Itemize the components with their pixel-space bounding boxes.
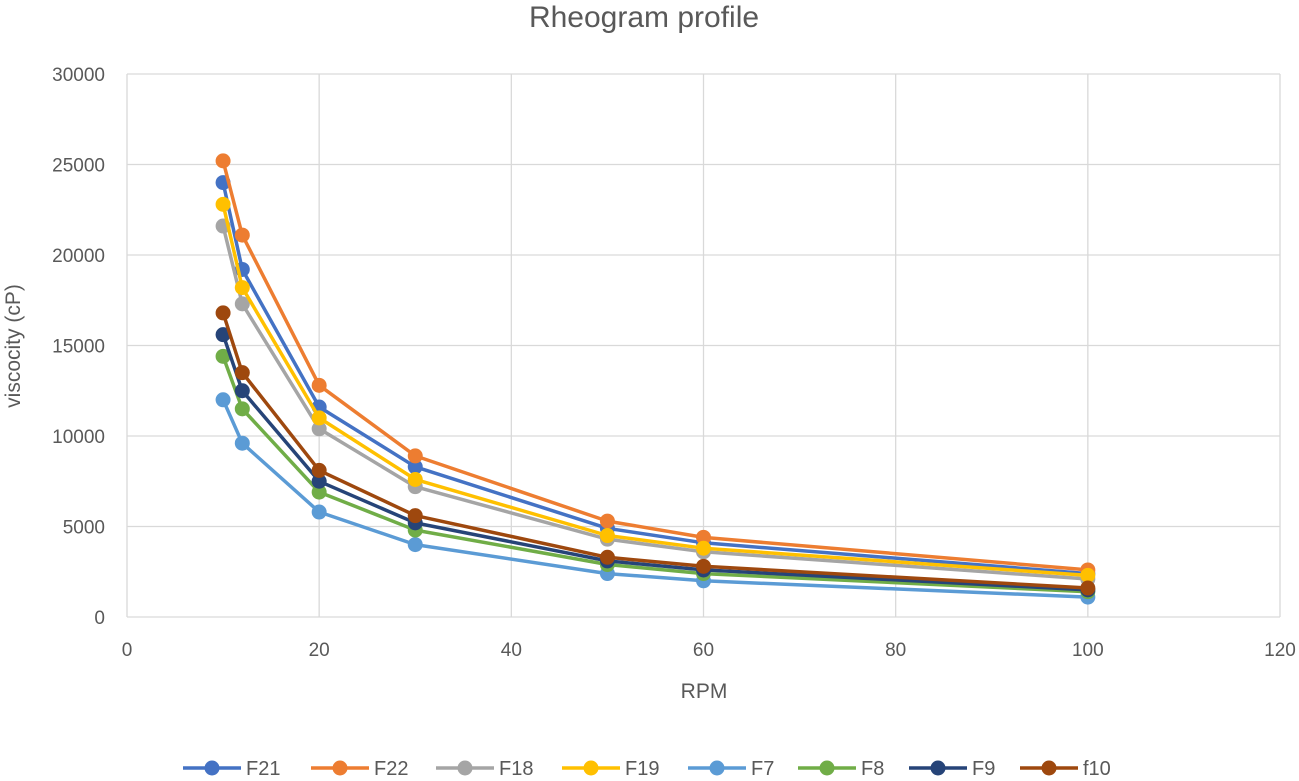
y-axis-label: viscocity (cP) [2, 284, 25, 408]
legend-marker [204, 760, 220, 776]
x-axis-ticks: 0 20 40 60 80 100 120 [122, 640, 1296, 661]
data-point [215, 196, 231, 212]
legend-marker [709, 760, 725, 776]
y-tick-label: 10000 [52, 427, 105, 448]
x-tick-label: 0 [122, 640, 133, 661]
data-point [234, 296, 250, 312]
data-point [599, 513, 615, 529]
legend-label: F7 [751, 758, 774, 776]
series-line [221, 160, 1088, 572]
x-tick-label: 100 [1072, 640, 1104, 661]
legend-item: F8 [798, 758, 884, 780]
series-f9 [215, 327, 1096, 598]
data-point [311, 377, 327, 393]
legend-marker [583, 760, 599, 776]
data-point [215, 392, 231, 408]
legend-item: F7 [688, 758, 774, 780]
series-f18 [215, 218, 1096, 587]
data-point [311, 421, 327, 437]
legend-item: f10 [1020, 758, 1111, 780]
legend-item: F22 [311, 758, 408, 780]
legend-label: F9 [972, 758, 995, 776]
data-point [1080, 567, 1096, 583]
legend-label: F21 [246, 758, 280, 776]
data-point [407, 448, 423, 464]
legend-label: F19 [625, 758, 659, 776]
data-point [311, 410, 327, 426]
legend-label: f10 [1083, 758, 1111, 776]
legend-item: F9 [909, 758, 995, 780]
series-line [221, 203, 1088, 578]
series-f19 [215, 196, 1096, 583]
data-point [215, 153, 231, 169]
data-point [1080, 580, 1096, 596]
series-line [221, 182, 1088, 576]
data-point [696, 540, 711, 556]
data-point [407, 508, 423, 524]
y-tick-label: 5000 [63, 518, 105, 539]
legend-label: F18 [499, 758, 533, 776]
legend-item: F18 [436, 758, 533, 780]
x-tick-label: 60 [693, 640, 714, 661]
data-point [234, 383, 250, 399]
legend: F21 F22 F18 F19 F7 F8 F9 f10 [183, 758, 1111, 780]
x-tick-label: 80 [885, 640, 906, 661]
legend-marker [819, 760, 835, 776]
data-point [234, 435, 250, 451]
x-axis-label: RPM [681, 680, 728, 703]
data-point [311, 504, 327, 520]
data-point [311, 473, 327, 489]
data-point [696, 558, 711, 574]
data-point [599, 549, 615, 565]
legend-marker [457, 760, 473, 776]
y-tick-label: 0 [94, 608, 105, 629]
legend-marker [930, 760, 946, 776]
data-point [407, 459, 423, 475]
y-axis-ticks: 0 5000 10000 15000 20000 25000 30000 [52, 65, 105, 629]
y-tick-label: 30000 [52, 65, 105, 86]
x-tick-label: 40 [501, 640, 522, 661]
data-point [234, 401, 250, 417]
series-f10 [215, 305, 1096, 596]
y-tick-label: 15000 [52, 337, 105, 358]
data-point [215, 327, 231, 343]
legend-marker [1041, 760, 1057, 776]
x-tick-label: 20 [309, 640, 330, 661]
data-point [215, 348, 231, 364]
data-point [215, 305, 231, 321]
series-lines [215, 153, 1096, 605]
data-point [234, 227, 250, 243]
legend-item: F19 [562, 758, 659, 780]
data-point [311, 484, 327, 500]
legend-item: F21 [183, 758, 280, 780]
data-point [696, 529, 711, 545]
series-f22 [215, 153, 1096, 578]
data-point [311, 462, 327, 478]
chart-title: Rheogram profile [529, 1, 759, 34]
series-line [221, 355, 1088, 594]
legend-label: F22 [374, 758, 408, 776]
legend-marker [332, 760, 348, 776]
data-point [407, 471, 423, 487]
series-line [221, 334, 1088, 592]
x-tick-label: 120 [1264, 640, 1296, 661]
data-point [407, 537, 423, 553]
data-point [599, 528, 615, 544]
data-point [234, 280, 250, 296]
legend-label: F8 [861, 758, 884, 776]
data-point [234, 365, 250, 381]
y-tick-label: 25000 [52, 156, 105, 177]
y-tick-label: 20000 [52, 246, 105, 267]
